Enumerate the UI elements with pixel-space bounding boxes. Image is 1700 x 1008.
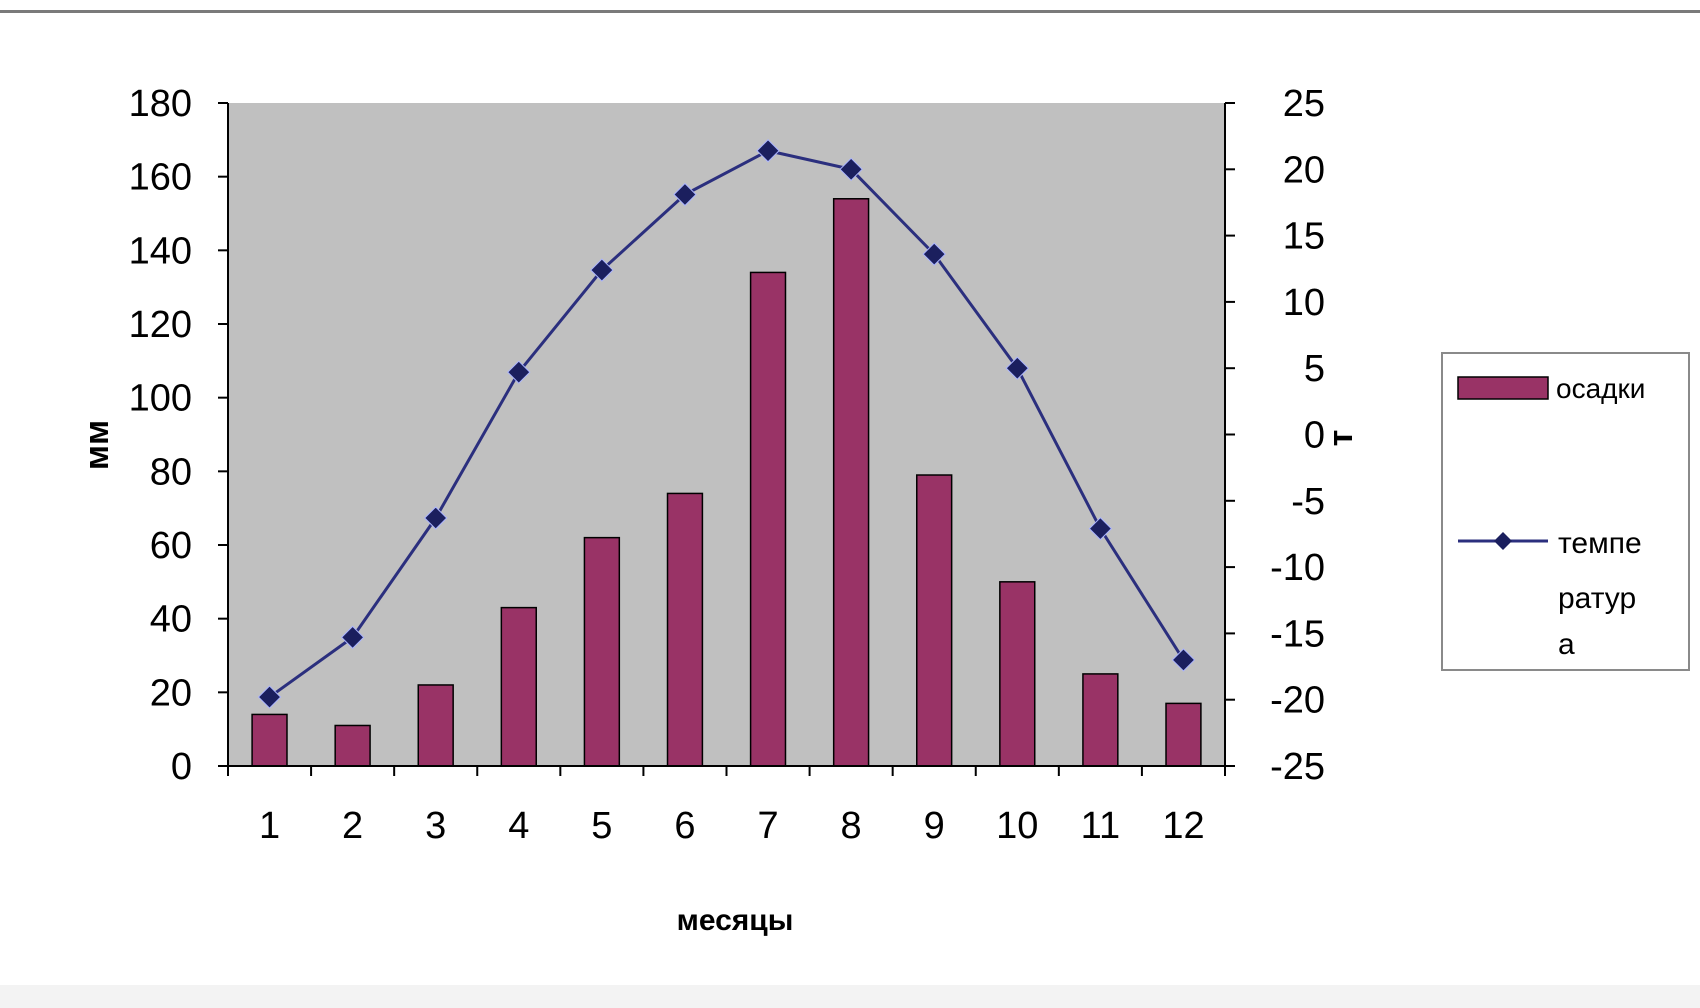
x-tick-label-5: 5 xyxy=(591,805,612,847)
x-tick-label-3: 3 xyxy=(425,805,446,847)
x-tick-label-2: 2 xyxy=(342,805,363,847)
temperature-point-5 xyxy=(590,258,614,282)
legend-label-bar: осадки xyxy=(1556,373,1645,404)
axes: 020406080100120140160180-25-20-15-10-505… xyxy=(129,83,1325,847)
y-tick-label-100: 100 xyxy=(129,378,192,420)
bar-8 xyxy=(832,198,870,767)
y-tick-label-0: 0 xyxy=(171,746,192,788)
temperature-point-8 xyxy=(839,157,863,182)
legend-swatch-bar xyxy=(1457,376,1549,400)
top-border xyxy=(0,10,1700,13)
y-tick-label-180: 180 xyxy=(129,83,192,125)
temperature-point-9 xyxy=(922,242,946,266)
bar-7 xyxy=(749,271,787,767)
y2-tick-label--15: -15 xyxy=(1270,613,1325,655)
bar-4 xyxy=(500,606,537,767)
temperature-line xyxy=(268,149,1185,699)
bar-2 xyxy=(334,724,371,767)
bottom-border xyxy=(0,985,1700,1008)
y2-tick-label--20: -20 xyxy=(1270,680,1325,722)
legend-marker-icon xyxy=(1494,532,1512,550)
y-tick-label-160: 160 xyxy=(129,157,192,199)
y2-tick-label-10: 10 xyxy=(1283,282,1325,324)
x-tick-label-9: 9 xyxy=(924,805,945,847)
legend-label-line-1: темпе xyxy=(1558,527,1642,560)
y2-tick-label-5: 5 xyxy=(1304,348,1325,390)
x-tick-label-1: 1 xyxy=(259,805,280,847)
temperature-point-6 xyxy=(673,182,697,207)
x-tick-label-11: 11 xyxy=(1081,805,1120,847)
legend-label-line-3: а xyxy=(1558,628,1575,661)
y2-tick-label-15: 15 xyxy=(1283,216,1325,258)
x-tick-label-4: 4 xyxy=(508,805,529,847)
bar-11 xyxy=(1082,673,1119,767)
bar-10 xyxy=(999,581,1036,767)
y2-tick-label--25: -25 xyxy=(1270,746,1325,788)
temperature-point-2 xyxy=(340,625,365,650)
temperature-point-4 xyxy=(507,360,531,384)
temperature-point-3 xyxy=(424,506,448,530)
temperature-point-10 xyxy=(1005,356,1029,380)
y2-tick-label--10: -10 xyxy=(1270,547,1325,589)
y2-tick-label--5: -5 xyxy=(1291,481,1325,523)
y-tick-label-140: 140 xyxy=(129,230,192,272)
x-tick-label-7: 7 xyxy=(757,805,778,847)
bar-5 xyxy=(583,536,621,767)
y-tick-label-80: 80 xyxy=(150,451,192,493)
bar-9 xyxy=(916,474,953,767)
bar-6 xyxy=(666,492,704,767)
x-axis-label: месяцы xyxy=(677,904,794,937)
x-tick-label-12: 12 xyxy=(1162,805,1204,847)
legend-box xyxy=(1441,352,1690,671)
y-tick-label-40: 40 xyxy=(150,599,192,641)
x-tick-label-10: 10 xyxy=(996,805,1038,847)
legend-label-line-2: ратур xyxy=(1558,582,1636,615)
x-tick-label-6: 6 xyxy=(674,805,695,847)
bar-1 xyxy=(251,713,288,767)
y-axis-label: мм xyxy=(78,420,116,470)
y2-tick-label-25: 25 xyxy=(1283,83,1325,125)
bar-3 xyxy=(417,684,454,767)
y-tick-label-20: 20 xyxy=(150,672,192,714)
legend: осадки темпе ратур а xyxy=(1441,352,1690,671)
bar-series xyxy=(251,198,1202,767)
y-tick-label-120: 120 xyxy=(129,304,192,346)
y2-tick-label-20: 20 xyxy=(1283,149,1325,191)
y-tick-label-60: 60 xyxy=(150,525,192,567)
temperature-point-12 xyxy=(1171,648,1196,672)
x-tick-label-8: 8 xyxy=(841,805,862,847)
y2-tick-label-0: 0 xyxy=(1304,415,1325,457)
y2-axis-label: т xyxy=(1322,430,1360,447)
plot-area xyxy=(228,103,1225,766)
line-series xyxy=(257,139,1196,709)
bar-12 xyxy=(1165,702,1202,767)
temperature-point-1 xyxy=(257,685,282,709)
temperature-point-7 xyxy=(756,139,780,163)
temperature-point-11 xyxy=(1088,516,1113,541)
